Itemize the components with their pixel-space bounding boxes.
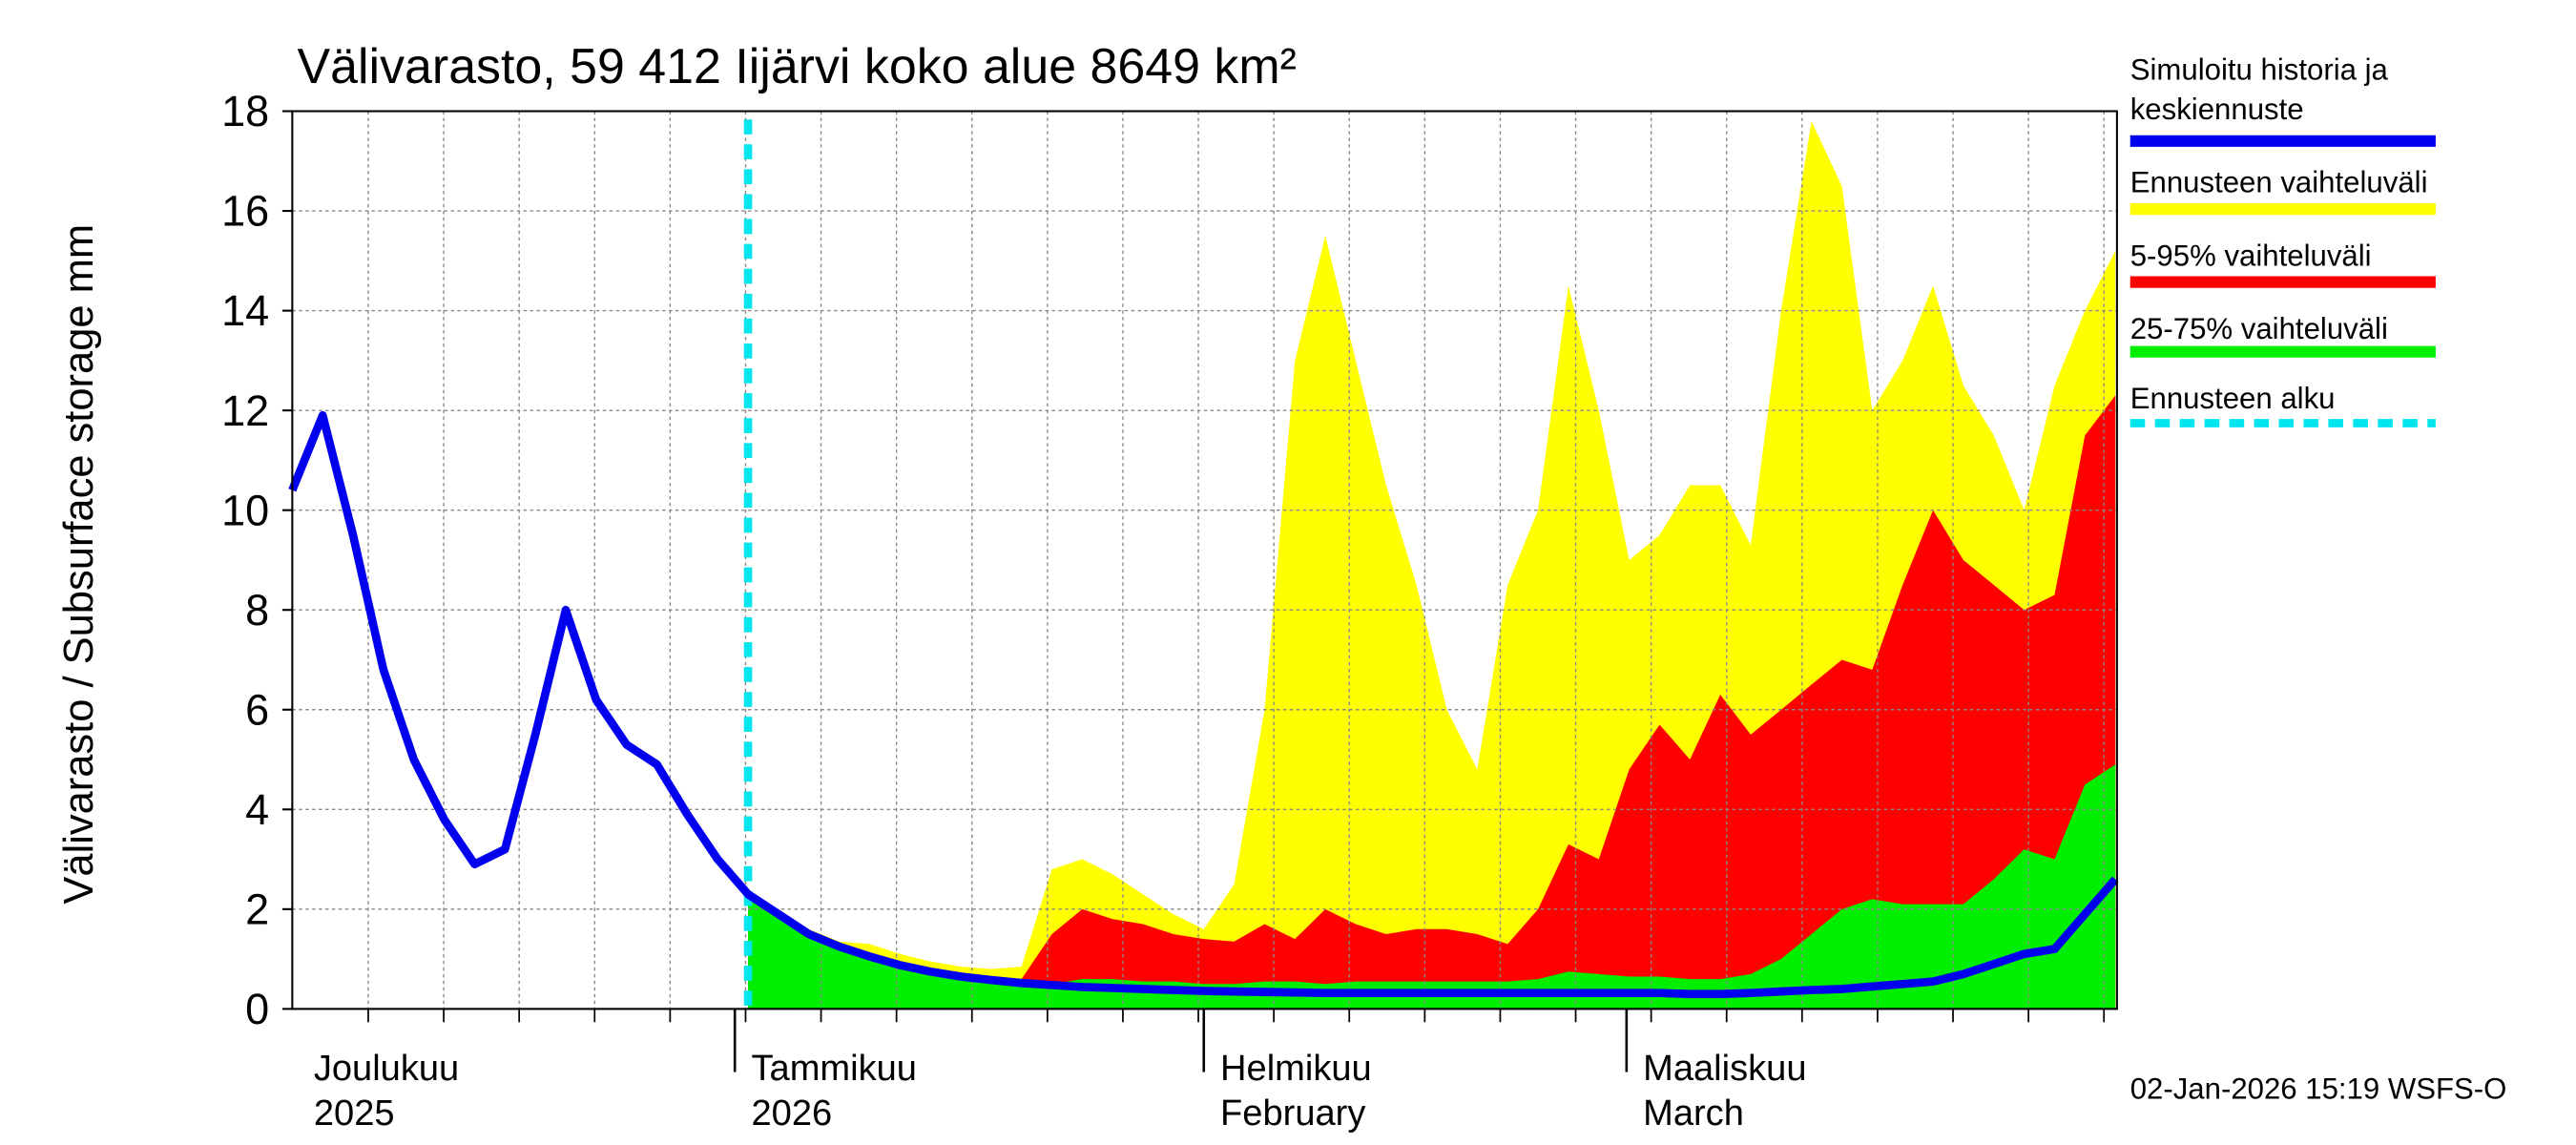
x-year-label: 2025 bbox=[314, 1093, 395, 1134]
y-tick-label: 12 bbox=[221, 386, 269, 435]
y-tick-label: 4 bbox=[245, 785, 269, 834]
x-year-label: March bbox=[1643, 1093, 1744, 1134]
band-area bbox=[748, 395, 2116, 1010]
legend-label: Ennusteen alku bbox=[2129, 381, 2336, 415]
y-tick-label: 16 bbox=[221, 187, 269, 236]
x-month-label: Helmikuu bbox=[1220, 1048, 1372, 1089]
legend-label-box: 5-95% vaihteluväli bbox=[2129, 239, 2372, 273]
y-tick-label: 14 bbox=[221, 286, 269, 335]
legend-label: Ennusteen vaihteluväli bbox=[2129, 165, 2428, 199]
x-month-label: Joulukuu bbox=[314, 1048, 459, 1089]
y-axis-label: Välivarasto / Subsurface storage mm bbox=[56, 224, 102, 905]
x-year-label: February bbox=[1220, 1093, 1365, 1134]
y-tick-label: 6 bbox=[245, 685, 269, 734]
y-tick-label: 0 bbox=[245, 985, 269, 1033]
x-year-label: 2026 bbox=[752, 1093, 833, 1134]
chart-body: Välivarasto, 59 412 Iijärvi koko alue 86… bbox=[56, 39, 2506, 1134]
bands bbox=[748, 120, 2116, 1010]
legend-label-box: Simuloitu historia ja keskiennuste bbox=[2129, 52, 2388, 127]
chart-title: Välivarasto, 59 412 Iijärvi koko alue 86… bbox=[298, 39, 1297, 94]
legend-label: 5-95% vaihteluväli bbox=[2129, 239, 2372, 273]
legend-label-box: 25-75% vaihteluväli bbox=[2129, 311, 2388, 345]
x-month-label: Maaliskuu bbox=[1643, 1048, 1806, 1089]
band-area bbox=[748, 764, 2116, 1010]
y-tick-label: 18 bbox=[221, 87, 269, 135]
legend-label-box: Ennusteen vaihteluväli bbox=[2129, 165, 2428, 199]
line bbox=[288, 410, 2119, 999]
y-tick-label: 8 bbox=[245, 586, 269, 635]
footer: 02-Jan-2026 15:19 WSFS-O bbox=[2130, 1072, 2507, 1105]
legend-label: 25-75% vaihteluväli bbox=[2129, 311, 2388, 345]
y-tick-label: 10 bbox=[221, 486, 269, 534]
legend-label: Simuloitu historia ja keskiennuste bbox=[2129, 52, 2388, 127]
x-month-label: Tammikuu bbox=[752, 1048, 917, 1089]
legend-label-box: Ennusteen alku bbox=[2129, 381, 2336, 415]
y-tick-label: 2 bbox=[245, 885, 269, 933]
